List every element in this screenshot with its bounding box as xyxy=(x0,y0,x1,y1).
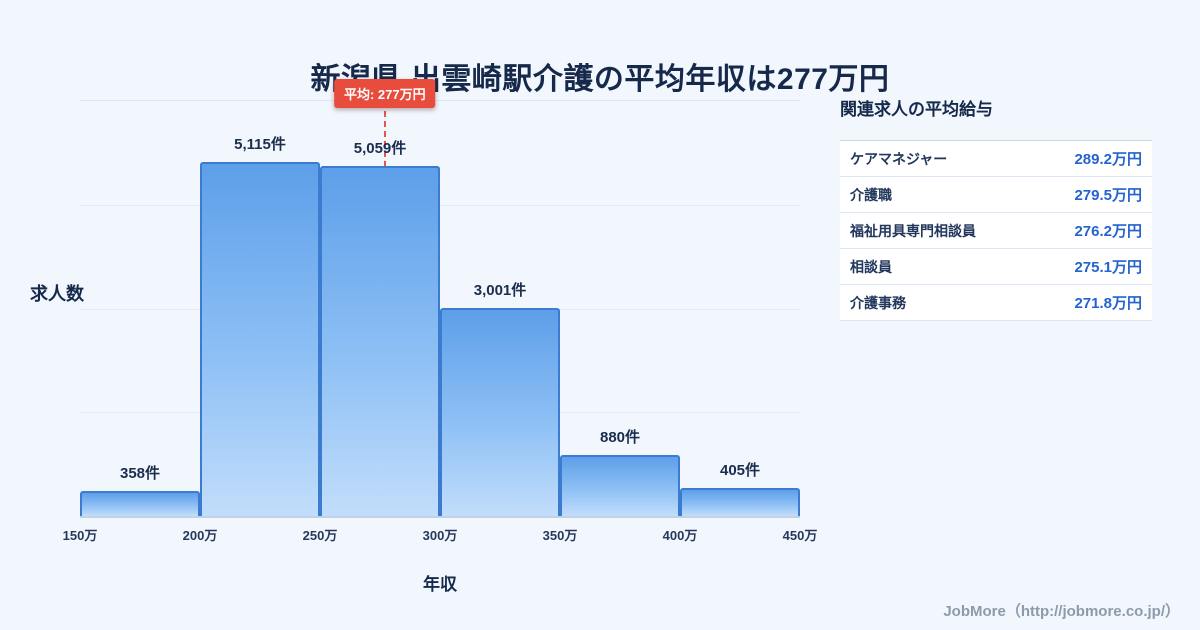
x-axis-ticks: 150万 200万 250万 300万 350万 400万 450万 xyxy=(63,525,818,545)
histogram-bar xyxy=(440,308,560,516)
x-axis-title: 年収 xyxy=(423,575,457,594)
x-tick-label: 200万 xyxy=(182,528,218,543)
bar-value-label: 405件 xyxy=(719,462,761,479)
job-salary: 276.2万円 xyxy=(1074,223,1142,240)
x-tick-label: 400万 xyxy=(662,528,698,543)
table-row: 介護職 279.5万円 xyxy=(840,177,1152,213)
gridline xyxy=(80,204,800,206)
x-tick-label: 150万 xyxy=(62,528,98,543)
job-salary: 279.5万円 xyxy=(1074,187,1142,204)
salary-table: ケアマネジャー 289.2万円 介護職 279.5万円 福祉用具専門相談員 27… xyxy=(840,140,1152,321)
bar-value-label: 880件 xyxy=(599,429,641,447)
plot-area: 平均: 277万円 358件 5,115件 5,059件 3,001件 880件 405件 xyxy=(80,79,800,518)
average-badge: 平均: 277万円 xyxy=(333,79,436,108)
bar-value-label: 5,115件 xyxy=(234,136,286,154)
job-name: 福祉用具専門相談員 xyxy=(850,222,976,239)
related-salaries-panel: 関連求人の平均給与 ケアマネジャー 289.2万円 介護職 279.5万円 福祉… xyxy=(840,95,1152,321)
x-tick-label: 250万 xyxy=(302,528,338,543)
bar-value-label: 358件 xyxy=(119,465,161,483)
bar-value-label: 5,059件 xyxy=(353,140,407,158)
y-axis-label: 求人数 xyxy=(30,284,84,304)
table-row: 相談員 275.1万円 xyxy=(840,249,1152,285)
job-salary: 275.1万円 xyxy=(1074,259,1142,276)
table-row: 福祉用具専門相談員 276.2万円 xyxy=(840,213,1152,249)
histogram-bar xyxy=(200,162,320,516)
job-salary: 289.2万円 xyxy=(1074,151,1142,168)
x-tick-label: 300万 xyxy=(422,528,458,543)
histogram-bar xyxy=(80,491,200,516)
job-name: ケアマネジャー xyxy=(850,150,948,167)
job-name: 介護職 xyxy=(850,186,892,203)
job-salary: 271.8万円 xyxy=(1074,295,1142,312)
site-credit: JobMore（http://jobmore.co.jp/） xyxy=(943,603,1180,620)
bar-value-label: 3,001件 xyxy=(473,282,527,300)
x-tick-label: 350万 xyxy=(542,528,578,543)
table-row: ケアマネジャー 289.2万円 xyxy=(840,141,1152,177)
page-title: 新潟県 出雲崎駅介護の平均年収は277万円 xyxy=(310,63,890,97)
x-tick-label: 450万 xyxy=(782,528,818,543)
histogram-bar xyxy=(680,488,800,516)
histogram-bar xyxy=(560,455,680,516)
histogram-bar xyxy=(320,166,440,516)
table-row: 介護事務 271.8万円 xyxy=(840,285,1152,321)
job-name: 相談員 xyxy=(850,258,892,275)
job-name: 介護事務 xyxy=(850,294,906,311)
related-salaries-heading: 関連求人の平均給与 xyxy=(840,100,993,119)
